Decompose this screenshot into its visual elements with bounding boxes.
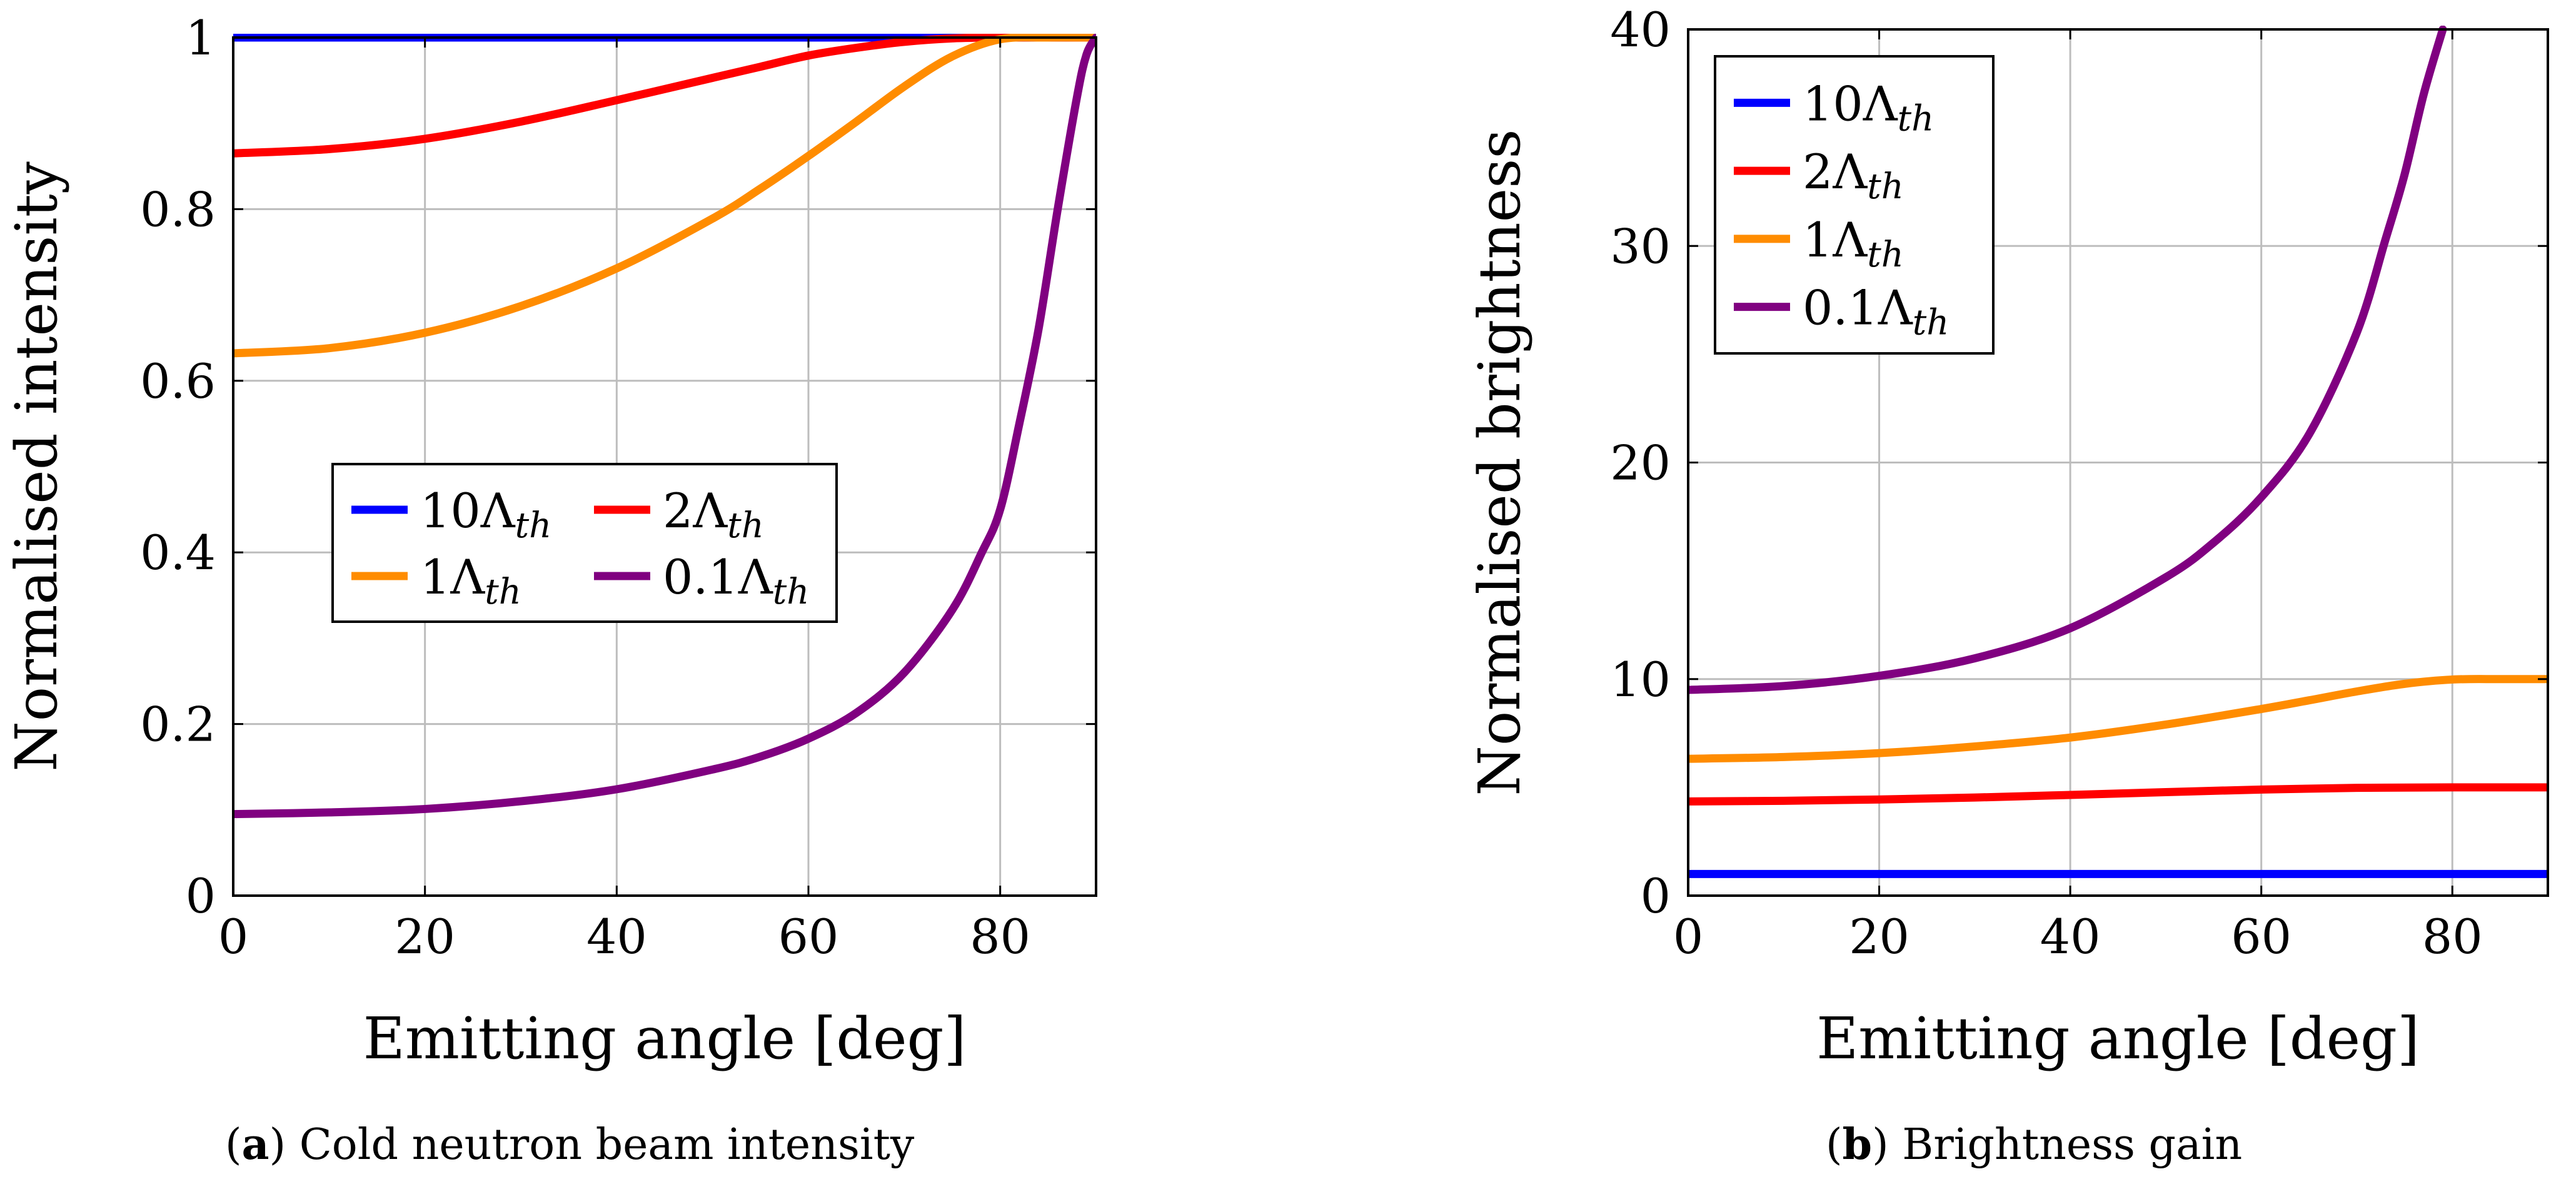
legend-label-1: 10Λth: [420, 483, 551, 546]
series-line-2: [1688, 783, 2548, 806]
caption-a-text: Cold neutron beam intensity: [299, 1120, 915, 1170]
legend-label-3: 1Λth: [1803, 212, 1904, 275]
x-tick-label: 40: [2040, 909, 2101, 964]
y-tick-label: 1: [186, 10, 216, 66]
x-axis-label: Emitting angle [deg]: [363, 1005, 967, 1072]
legend-label-3: 1Λth: [420, 549, 521, 612]
x-tick-label: 0: [218, 909, 248, 964]
y-tick-label: 0: [1641, 868, 1671, 924]
series-line-3: [233, 34, 1096, 358]
x-axis-label: Emitting angle [deg]: [1816, 1005, 2420, 1072]
y-tick-label: 20: [1610, 435, 1671, 491]
y-tick-label: 40: [1610, 2, 1671, 58]
x-tick-label: 60: [778, 909, 839, 964]
chart-a-intensity: 0 20 40 60 80 0 0.2 0.4 0.6 0.8 1 Emitting angle [d…: [3, 10, 1097, 1072]
series-line-2: [233, 34, 1096, 158]
caption-a-tag: a: [241, 1120, 269, 1170]
caption-a: (a) Cold neutron beam intensity: [225, 1120, 915, 1170]
legend-label-4: 0.1Λth: [663, 549, 809, 612]
x-tick-label: 0: [1673, 909, 1703, 964]
y-tick-label: 0.8: [140, 181, 216, 237]
legend-box: [331, 463, 838, 623]
x-tick-label: 40: [586, 909, 647, 964]
y-tick-label: 0.4: [140, 525, 216, 580]
axes-frame: [232, 36, 1097, 897]
y-tick-label: 0.6: [140, 353, 216, 409]
series-line-4: [233, 34, 1096, 819]
y-tick-label: 30: [1610, 218, 1671, 274]
legend-label-4: 0.1Λth: [1803, 280, 1949, 343]
caption-b-text: Brightness gain: [1902, 1120, 2243, 1170]
x-tick-label: 80: [2422, 909, 2483, 964]
legend: 10Λth 2Λth 1Λth 0.1Λth: [331, 463, 838, 623]
y-axis-label: Normalised intensity: [3, 161, 70, 772]
x-tick-label: 20: [1849, 909, 1909, 964]
caption-b: (b) Brightness gain: [1826, 1120, 2243, 1170]
x-tick-label: 60: [2231, 909, 2292, 964]
legend-label-2: 2Λth: [1803, 144, 1904, 207]
caption-b-tag: b: [1842, 1120, 1873, 1170]
y-tick-label: 10: [1610, 652, 1671, 707]
y-tick-label: 0.2: [140, 697, 216, 752]
series-line-3: [1688, 675, 2548, 763]
chart-b-brightness: 0 20 40 60 80 0 10 20 30 40 Emitting angle [deg] No…: [1466, 2, 2549, 1072]
x-tick-label: 20: [395, 909, 455, 964]
legend-label-2: 2Λth: [663, 483, 764, 546]
series-line-4: [1688, 26, 2447, 694]
x-tick-label: 80: [970, 909, 1030, 964]
y-axis-label: Normalised brightness: [1466, 129, 1533, 796]
legend-label-1: 10Λth: [1803, 76, 1934, 139]
y-tick-label: 0: [186, 868, 216, 924]
